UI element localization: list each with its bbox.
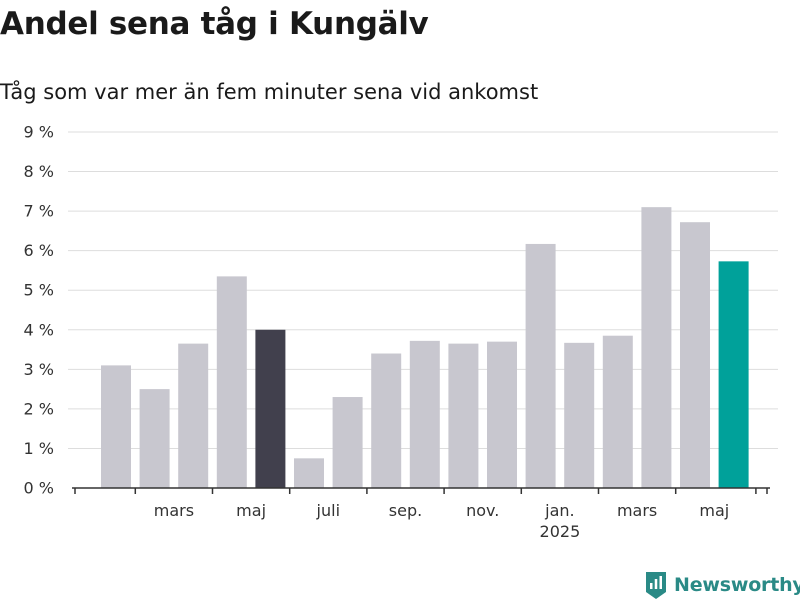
y-tick-label: 9 % bbox=[24, 123, 54, 142]
chart-title: Andel sena tåg i Kungälv bbox=[0, 6, 429, 42]
y-tick-label: 6 % bbox=[24, 241, 54, 260]
chart-subtitle: Tåg som var mer än fem minuter sena vid … bbox=[0, 80, 539, 104]
y-tick-label: 1 % bbox=[24, 439, 54, 458]
y-tick-label: 5 % bbox=[24, 281, 54, 300]
x-tick-label: juli bbox=[316, 501, 340, 520]
bar bbox=[294, 458, 324, 488]
newsworthy-logo[interactable]: Newsworthy bbox=[644, 570, 800, 600]
x-tick-label: jan. bbox=[544, 501, 574, 520]
bar bbox=[178, 343, 209, 488]
x-tick-label: maj bbox=[236, 501, 266, 520]
x-tick-label: mars bbox=[154, 501, 194, 520]
bar bbox=[101, 365, 131, 488]
y-tick-label: 3 % bbox=[24, 360, 54, 379]
y-tick-label: 4 % bbox=[24, 320, 54, 339]
bars bbox=[101, 207, 749, 489]
y-tick-label: 0 % bbox=[24, 479, 54, 498]
x-tick-label: maj bbox=[699, 501, 729, 520]
bar bbox=[255, 329, 286, 488]
y-tick-label: 8 % bbox=[24, 162, 54, 181]
bar bbox=[371, 353, 402, 488]
x-tick-label: nov. bbox=[466, 501, 499, 520]
axes: 0 % 1 % 2 % 3 % 4 % 5 % 6 % 7 % 8 % 9 % mars maj jul… bbox=[24, 123, 770, 541]
bar bbox=[409, 340, 440, 488]
y-tick-label: 2 % bbox=[24, 399, 54, 418]
bar bbox=[448, 343, 479, 488]
x-tick-label: mars bbox=[617, 501, 657, 520]
bar bbox=[641, 207, 672, 488]
bar bbox=[564, 342, 595, 488]
bar bbox=[680, 222, 710, 489]
bar bbox=[718, 261, 749, 488]
newsworthy-logo-icon bbox=[646, 572, 666, 599]
bar bbox=[216, 276, 247, 488]
bar bbox=[602, 335, 633, 488]
bar bbox=[487, 341, 517, 488]
bar bbox=[332, 397, 363, 488]
bar bbox=[139, 389, 170, 488]
y-tick-label: 7 % bbox=[24, 202, 54, 221]
x-tick-sublabel: 2025 bbox=[540, 522, 581, 541]
bar bbox=[525, 243, 556, 488]
x-tick-label: sep. bbox=[389, 501, 422, 520]
brand-name: Newsworthy bbox=[674, 574, 800, 596]
